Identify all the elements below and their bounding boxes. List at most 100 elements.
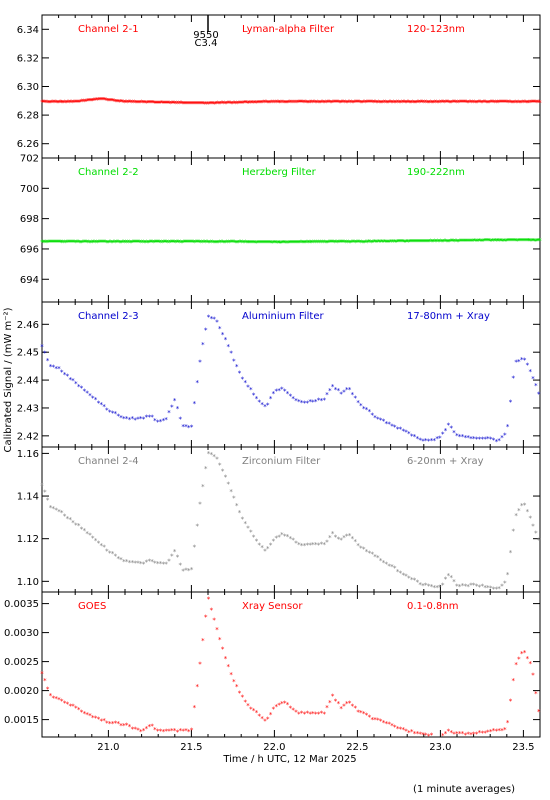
data-point: * — [321, 99, 325, 107]
data-point: * — [517, 507, 521, 515]
data-point: * — [404, 727, 408, 735]
data-point: * — [416, 99, 420, 107]
data-point: * — [40, 239, 44, 247]
data-point: * — [474, 435, 478, 443]
data-point: * — [415, 730, 419, 738]
data-point: * — [108, 549, 112, 557]
data-point: * — [439, 238, 443, 246]
data-point: * — [390, 563, 394, 571]
data-point: * — [483, 435, 487, 443]
data-point: * — [187, 728, 191, 736]
data-point: * — [390, 722, 394, 730]
data-point: * — [262, 99, 266, 107]
data-point: * — [149, 99, 153, 107]
data-point: * — [357, 239, 361, 247]
data-point: * — [398, 238, 402, 246]
data-point: * — [457, 99, 461, 107]
flare-label: 9550 — [193, 30, 218, 41]
data-point: * — [259, 239, 263, 247]
data-point: * — [163, 99, 167, 107]
data-point: * — [494, 728, 498, 736]
data-point: * — [289, 239, 293, 247]
data-point: * — [376, 99, 380, 107]
data-point: * — [65, 239, 69, 247]
data-point: * — [268, 542, 272, 550]
data-point: * — [96, 399, 100, 407]
data-point: * — [514, 237, 518, 245]
data-point: * — [43, 239, 47, 247]
data-point: * — [380, 99, 384, 107]
data-point: * — [401, 427, 405, 435]
data-point: * — [476, 99, 480, 107]
data-point: * — [425, 238, 429, 246]
data-point: * — [511, 99, 515, 107]
data-point: * — [205, 100, 209, 108]
data-point: * — [507, 99, 511, 107]
data-point: * — [71, 238, 75, 246]
data-point: * — [142, 99, 146, 107]
data-point: * — [482, 237, 486, 245]
data-point: * — [124, 99, 128, 107]
data-point: * — [518, 237, 522, 245]
y-tick-label: 2.42 — [17, 431, 39, 442]
data-point: * — [525, 655, 529, 663]
data-point: * — [443, 730, 447, 738]
data-point: * — [227, 239, 231, 247]
data-point: * — [450, 99, 454, 107]
data-point: * — [201, 637, 205, 645]
data-point: * — [294, 540, 298, 548]
data-point: * — [198, 239, 202, 247]
data-point: * — [382, 238, 386, 246]
data-point: * — [225, 239, 229, 247]
data-point: * — [257, 239, 261, 247]
data-point: * — [195, 238, 199, 246]
data-point: * — [384, 560, 388, 568]
data-point: * — [451, 238, 455, 246]
data-point: * — [353, 99, 357, 107]
data-point: * — [232, 239, 236, 247]
data-point: * — [204, 614, 208, 622]
data-point: * — [429, 99, 433, 107]
data-point: * — [404, 429, 408, 437]
data-point: * — [130, 725, 134, 733]
data-point: * — [538, 237, 542, 245]
data-point: * — [54, 507, 58, 515]
data-point: * — [302, 239, 306, 247]
data-point: * — [480, 435, 484, 443]
data-point: * — [70, 98, 74, 106]
data-point: * — [280, 700, 284, 708]
data-point: * — [210, 100, 214, 108]
data-point: * — [218, 325, 222, 333]
data-point: * — [77, 98, 81, 106]
data-point: * — [510, 237, 514, 245]
data-point: * — [432, 238, 436, 246]
data-point: * — [414, 99, 418, 107]
data-point: * — [230, 239, 234, 247]
data-point: * — [469, 99, 473, 107]
data-point: * — [245, 239, 249, 247]
data-point: * — [511, 527, 515, 535]
data-point: * — [159, 99, 163, 107]
data-point: * — [291, 99, 295, 107]
data-point: * — [398, 570, 402, 578]
data-point: * — [206, 595, 210, 603]
data-point: * — [446, 238, 450, 246]
data-point: * — [85, 711, 89, 719]
data-point: * — [315, 99, 319, 107]
data-point: * — [433, 99, 437, 107]
data-point: * — [466, 583, 470, 591]
data-point: * — [120, 239, 124, 247]
data-point: * — [263, 99, 267, 107]
data-point: * — [341, 239, 345, 247]
data-point: * — [47, 99, 51, 107]
data-point: * — [409, 238, 413, 246]
data-point: * — [294, 397, 298, 405]
data-point: * — [212, 316, 216, 324]
data-point: * — [68, 99, 72, 107]
data-point: * — [232, 357, 236, 365]
data-point: * — [300, 542, 304, 550]
data-point: * — [48, 363, 52, 371]
data-point: * — [307, 99, 311, 107]
data-point: * — [110, 720, 114, 728]
data-point: * — [191, 239, 195, 247]
